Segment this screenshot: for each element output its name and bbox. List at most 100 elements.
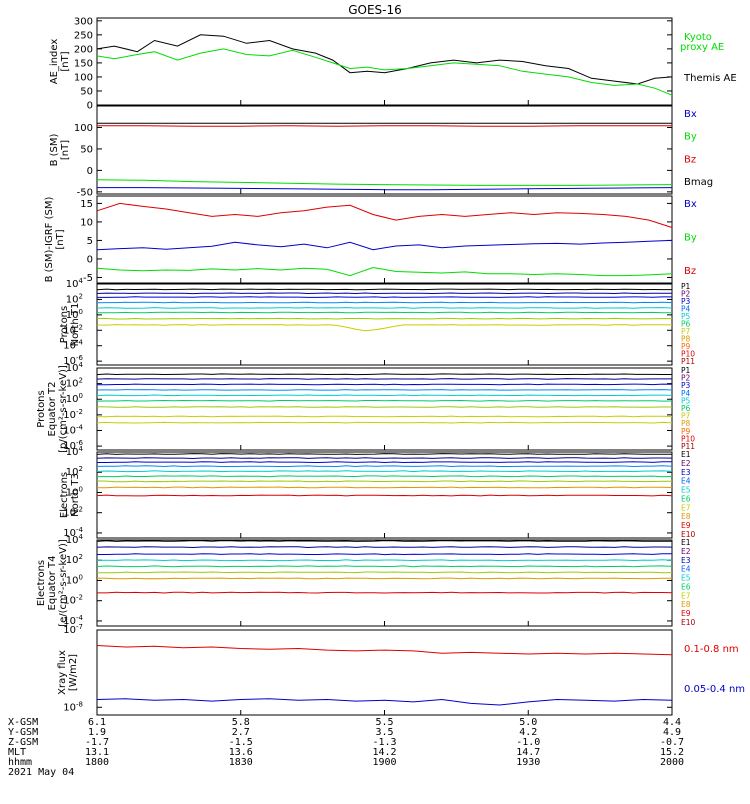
ephemeris-value: 5.8	[232, 717, 250, 728]
ephemeris-value: 13.6	[229, 747, 253, 758]
y-tick-label: -50	[77, 187, 93, 198]
y-axis-label-line: Electrons	[36, 560, 47, 606]
legend-kyoto: Kyoto	[684, 32, 712, 43]
y-axis-label-line: B (SM)	[49, 133, 60, 166]
channel-line	[97, 296, 672, 298]
ephemeris-row-label: 2021 May 04	[8, 767, 74, 778]
legend-bx: Bx	[684, 109, 697, 120]
ephemeris-value: 5.5	[375, 717, 393, 728]
legend-kyoto-proxy-ae: proxy AE	[680, 42, 724, 53]
channel-line	[97, 591, 673, 594]
ephemeris-value: -1.5	[229, 737, 253, 748]
legend-p6: P6	[681, 404, 691, 413]
y-tick-label: 104	[66, 277, 84, 290]
y-tick-label: 300	[74, 16, 93, 27]
y-axis-label-line: [nT]	[55, 229, 66, 249]
channel-line	[97, 311, 673, 314]
legend-p7: P7	[681, 327, 691, 336]
legend-p6: P6	[681, 320, 691, 329]
channel-line	[96, 394, 673, 397]
series-line-0-05-0-4-nm	[96, 698, 673, 706]
ephemeris-row-label: hhmm	[8, 757, 32, 768]
y-axis-label-line: [e/(cm²-s-sr-keV)]	[58, 539, 69, 627]
y-axis-label-line: [nT]	[60, 51, 71, 71]
y-tick-exponent: -6	[76, 439, 84, 447]
legend-p10: P10	[681, 434, 695, 443]
ephemeris-value: 4.9	[663, 727, 681, 738]
y-tick-exponent: -6	[76, 354, 84, 362]
channel-line	[96, 494, 673, 497]
legend-e4: E4	[681, 565, 691, 574]
channel-line	[96, 389, 673, 391]
channel-line	[96, 288, 672, 291]
channel-line	[96, 378, 672, 380]
channel-line	[96, 559, 673, 562]
y-tick-label: 104	[66, 445, 84, 458]
ephemeris-value: -1.0	[516, 737, 540, 748]
legend-p2: P2	[681, 374, 691, 383]
series-line-kyoto-proxy-ae	[96, 48, 673, 96]
y-tick-exponent: 4	[79, 445, 84, 453]
channel-line	[96, 457, 673, 460]
legend-bx: Bx	[684, 199, 697, 210]
y-axis-label-line: North T3	[70, 473, 81, 517]
ephemeris-value: 13.1	[85, 747, 109, 758]
legend-e7: E7	[681, 591, 691, 600]
y-axis-label-line: Equator T2	[47, 382, 58, 437]
panel-frame	[96, 539, 673, 627]
series-line-by	[96, 266, 673, 277]
legend-p9: P9	[681, 427, 691, 436]
ephemeris-value: 4.4	[663, 717, 681, 728]
y-tick-exponent: -2	[76, 323, 83, 331]
legend-e7: E7	[681, 503, 691, 512]
y-axis-label: ProtonsEquator T2[p/(cm²-s-sr-keV)]	[36, 365, 69, 453]
channel-line	[96, 565, 673, 568]
legend-e4: E4	[681, 477, 691, 486]
channel-line	[96, 406, 672, 408]
y-axis-label: ElectronsNorth T3	[59, 472, 81, 518]
channel-line	[96, 292, 672, 295]
y-tick-exponent: 4	[79, 361, 84, 369]
panel-xray: 10-8 10-7 Xray flux[W/m2] 0.1-0.8 nm 0.05-0.…	[57, 623, 745, 716]
legend-e9: E9	[681, 609, 691, 618]
ephemeris-value: 1900	[372, 757, 396, 768]
y-axis-label: B (SM)-IGRF (SM)[nT]	[44, 197, 66, 283]
legend-p8: P8	[681, 419, 691, 428]
channel-line	[96, 577, 672, 580]
y-tick-label: 5	[87, 236, 93, 247]
y-tick-label: 50	[80, 144, 93, 155]
y-axis-label: B (SM)[nT]	[49, 133, 71, 166]
ephemeris-value: 14.2	[372, 747, 396, 758]
legend-p4: P4	[681, 305, 691, 314]
legend-p3: P3	[681, 297, 691, 306]
ephemeris-value: -0.7	[660, 737, 684, 748]
series-line-bx	[97, 187, 673, 191]
legend-p7: P7	[681, 412, 691, 421]
channel-line	[96, 373, 672, 376]
y-tick-exponent: -2	[76, 594, 83, 602]
legend-e5: E5	[681, 574, 691, 583]
legend-e1: E1	[681, 450, 691, 459]
y-axis-label-line: Electrons	[59, 472, 70, 518]
y-tick-label: 0	[87, 101, 93, 112]
y-tick-exponent: -4	[76, 339, 84, 347]
y-tick-exponent: 2	[79, 377, 83, 385]
y-axis-label: Xray flux[W/m2]	[57, 650, 79, 695]
ephemeris-value: 2000	[660, 757, 684, 768]
panel-frame	[96, 629, 673, 716]
legend-p11: P11	[681, 442, 695, 451]
series-line-bx	[96, 239, 673, 251]
y-tick-exponent: 2	[79, 553, 83, 561]
y-tick-label: 200	[74, 44, 93, 55]
y-axis-label: ElectronsEquator T4[e/(cm²-s-sr-keV)]	[36, 539, 69, 627]
ephemeris-value: -1.7	[85, 737, 109, 748]
ephemeris-value: 1800	[85, 757, 109, 768]
legend-e6: E6	[681, 494, 691, 503]
legend-e1: E1	[681, 538, 691, 547]
channel-line	[97, 475, 673, 478]
channel-line	[96, 301, 673, 304]
